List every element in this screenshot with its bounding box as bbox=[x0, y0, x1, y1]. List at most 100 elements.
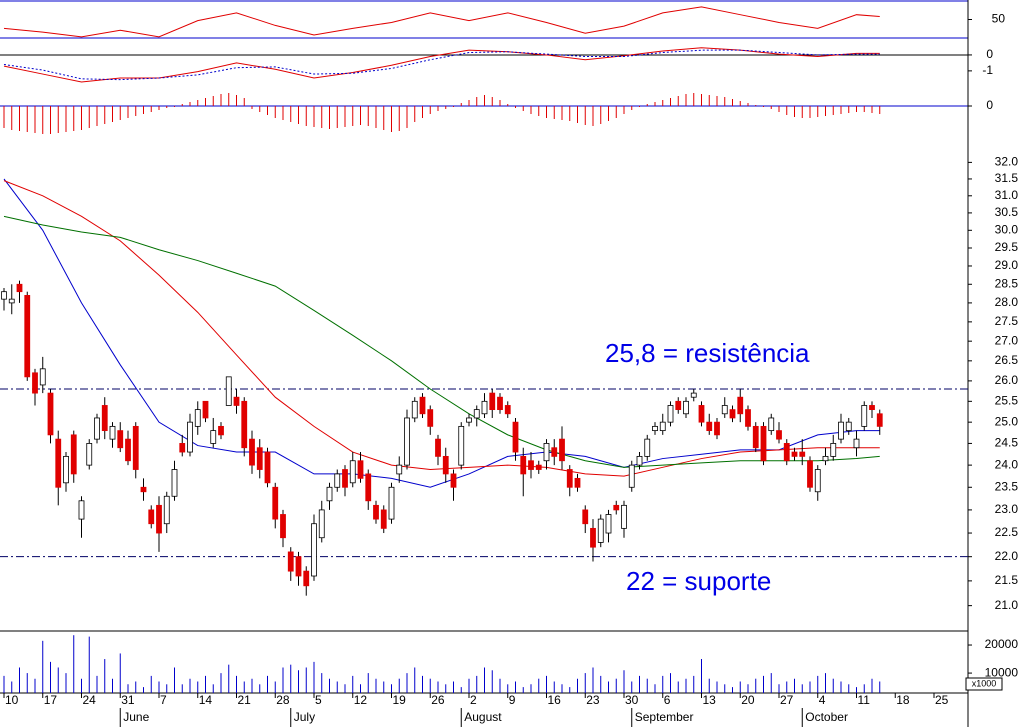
y-tick-label: 24.0 bbox=[995, 457, 1019, 471]
candle-body bbox=[264, 451, 271, 484]
candle-body bbox=[481, 400, 488, 415]
y-tick-label: 29.0 bbox=[995, 258, 1019, 272]
candle-body bbox=[32, 372, 38, 394]
candle-body bbox=[683, 400, 689, 415]
candle-body bbox=[559, 438, 565, 462]
candle-body bbox=[799, 451, 806, 457]
unit-label: x1000 bbox=[972, 678, 997, 688]
y-tick-label: 29.5 bbox=[995, 240, 1019, 254]
x-tick-label: 21 bbox=[238, 693, 252, 707]
month-label: October bbox=[805, 710, 848, 724]
candle-body bbox=[256, 447, 263, 470]
candle-body bbox=[605, 514, 612, 534]
candle-body bbox=[628, 464, 635, 488]
x-tick-label: 28 bbox=[276, 693, 290, 707]
candle-body bbox=[566, 469, 573, 488]
candle-body bbox=[706, 421, 713, 432]
x-tick-label: 24 bbox=[83, 693, 97, 707]
candle-body bbox=[404, 417, 410, 466]
candle-body bbox=[822, 455, 829, 462]
candle-body bbox=[140, 486, 147, 493]
candle-body bbox=[249, 438, 255, 466]
month-label: August bbox=[464, 710, 502, 724]
y-tick-label: 0 bbox=[986, 47, 993, 61]
candle-body bbox=[830, 443, 837, 457]
candle-body bbox=[876, 413, 883, 427]
candle-body bbox=[613, 504, 620, 511]
candle-body bbox=[311, 523, 317, 577]
candle-body bbox=[636, 455, 643, 466]
y-tick-label: 32.0 bbox=[995, 155, 1019, 169]
y-tick-label: 25.5 bbox=[995, 393, 1019, 407]
candle-body bbox=[520, 455, 527, 475]
y-tick-label: 10000 bbox=[985, 665, 1019, 679]
x-tick-label: 13 bbox=[703, 693, 717, 707]
candle-body bbox=[497, 396, 503, 411]
candle-body bbox=[667, 405, 674, 423]
series-line bbox=[3, 47, 880, 83]
candle-body bbox=[783, 443, 790, 462]
candle-body bbox=[39, 368, 46, 386]
y-tick-label: 27.0 bbox=[995, 333, 1019, 347]
candle-body bbox=[473, 409, 480, 419]
candle-body bbox=[466, 417, 472, 423]
candle-body bbox=[8, 298, 15, 304]
y-tick-label: -1 bbox=[982, 63, 993, 77]
x-tick-label: 11 bbox=[858, 693, 871, 707]
y-tick-label: 25.0 bbox=[995, 414, 1019, 428]
candle-body bbox=[729, 409, 736, 419]
x-tick-label: 17 bbox=[44, 693, 58, 707]
x-tick-label: 9 bbox=[509, 693, 516, 707]
candle-body bbox=[745, 409, 751, 427]
series-line bbox=[3, 178, 880, 488]
y-tick-label: 30.0 bbox=[995, 222, 1019, 236]
candle-body bbox=[373, 504, 379, 520]
candle-body bbox=[210, 430, 217, 444]
candle-body bbox=[303, 570, 310, 587]
candle-body bbox=[86, 443, 93, 466]
y-tick-label: 23.0 bbox=[995, 502, 1019, 516]
y-tick-label: 27.5 bbox=[995, 314, 1019, 328]
candle-body bbox=[70, 434, 77, 475]
candle-body bbox=[78, 500, 85, 520]
candle-body bbox=[574, 477, 581, 488]
y-tick-label: 22.0 bbox=[995, 549, 1019, 563]
candle-body bbox=[845, 421, 852, 432]
candle-body bbox=[419, 396, 426, 415]
candle-body bbox=[117, 430, 124, 449]
y-tick-label: 28.5 bbox=[995, 276, 1019, 290]
x-tick-label: 20 bbox=[741, 693, 755, 707]
candle-body bbox=[869, 405, 875, 411]
candle-body bbox=[621, 504, 627, 529]
annotation: 22 = suporte bbox=[626, 566, 771, 596]
candle-body bbox=[551, 447, 558, 457]
candle-body bbox=[125, 438, 131, 462]
candle-body bbox=[326, 486, 333, 502]
candle-body bbox=[357, 460, 364, 479]
candle-body bbox=[179, 443, 186, 453]
candle-body bbox=[16, 283, 23, 293]
candle-body bbox=[287, 551, 294, 572]
candle-body bbox=[171, 469, 178, 497]
candle-body bbox=[163, 495, 170, 525]
candle-body bbox=[504, 405, 511, 415]
x-tick-label: 6 bbox=[664, 693, 671, 707]
candle-body bbox=[94, 417, 100, 440]
candle-body bbox=[737, 396, 744, 415]
candle-body bbox=[272, 486, 279, 520]
x-tick-label: 18 bbox=[896, 693, 910, 707]
candle-body bbox=[233, 396, 240, 406]
candle-body bbox=[435, 438, 441, 457]
candle-body bbox=[652, 425, 658, 432]
x-tick-label: 26 bbox=[431, 693, 445, 707]
candle-body bbox=[63, 455, 69, 484]
x-tick-label: 5 bbox=[315, 693, 322, 707]
y-tick-label: 26.0 bbox=[995, 373, 1019, 387]
candle-body bbox=[442, 455, 449, 475]
x-tick-label: 12 bbox=[354, 693, 368, 707]
y-tick-label: 23.5 bbox=[995, 479, 1019, 493]
candle-body bbox=[349, 460, 356, 484]
candle-body bbox=[512, 421, 519, 453]
candle-body bbox=[489, 392, 496, 411]
